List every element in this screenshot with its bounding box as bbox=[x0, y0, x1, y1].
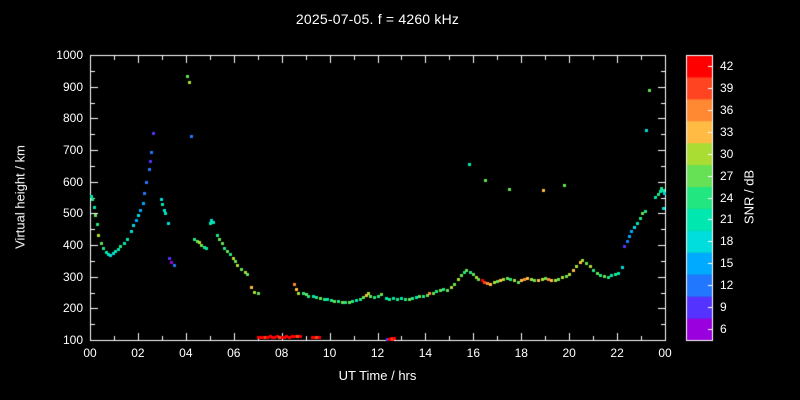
x-tick-label: 22 bbox=[610, 346, 624, 360]
colorbar-tick-label: 39 bbox=[720, 80, 734, 95]
colorbar-tick-label: 15 bbox=[720, 256, 734, 271]
x-tick-label: 00 bbox=[658, 346, 672, 360]
x-axis-label: UT Time / hrs bbox=[338, 368, 417, 383]
colorbar-tick-label: 30 bbox=[720, 146, 734, 161]
x-tick-label: 14 bbox=[418, 346, 433, 360]
colorbar-tick-label: 9 bbox=[720, 300, 727, 315]
colorbar-tick-label: 12 bbox=[720, 278, 734, 293]
y-tick-label: 300 bbox=[62, 269, 83, 284]
colorbar-label: SNR / dB bbox=[741, 169, 757, 225]
x-tick-label: 18 bbox=[514, 346, 528, 360]
y-tick-label: 400 bbox=[62, 238, 83, 252]
x-tick-label: 04 bbox=[179, 346, 193, 360]
x-tick-label: 08 bbox=[274, 346, 289, 360]
y-tick-label: 600 bbox=[62, 174, 83, 189]
colorbar-tick-label: 36 bbox=[720, 102, 734, 117]
x-tick-label: 20 bbox=[562, 346, 576, 360]
y-tick-label: 100 bbox=[62, 333, 83, 347]
y-tick-label: 500 bbox=[62, 206, 83, 221]
colorbar-tick-label: 33 bbox=[720, 124, 734, 139]
y-axis-label: Virtual height / km bbox=[12, 145, 28, 249]
y-tick-label: 800 bbox=[62, 111, 83, 126]
y-tick-label: 1000 bbox=[56, 48, 83, 62]
colorbar-tick-label: 42 bbox=[720, 58, 734, 73]
x-tick-label: 16 bbox=[466, 346, 481, 360]
x-tick-label: 06 bbox=[227, 346, 241, 360]
x-tick-label: 10 bbox=[322, 346, 337, 360]
colorbar-tick-label: 18 bbox=[720, 234, 734, 249]
colorbar-tick-label: 21 bbox=[720, 212, 734, 227]
y-tick-label: 900 bbox=[62, 79, 83, 94]
colorbar-tick-label: 27 bbox=[720, 168, 734, 183]
colorbar-tick-label: 6 bbox=[720, 322, 727, 337]
colorbar-tick-label: 24 bbox=[720, 190, 734, 205]
x-tick-label: 12 bbox=[370, 346, 385, 360]
x-tick-label: 02 bbox=[131, 346, 145, 360]
y-tick-label: 700 bbox=[62, 143, 83, 157]
x-tick-label: 00 bbox=[83, 346, 97, 360]
y-tick-label: 200 bbox=[62, 301, 83, 316]
